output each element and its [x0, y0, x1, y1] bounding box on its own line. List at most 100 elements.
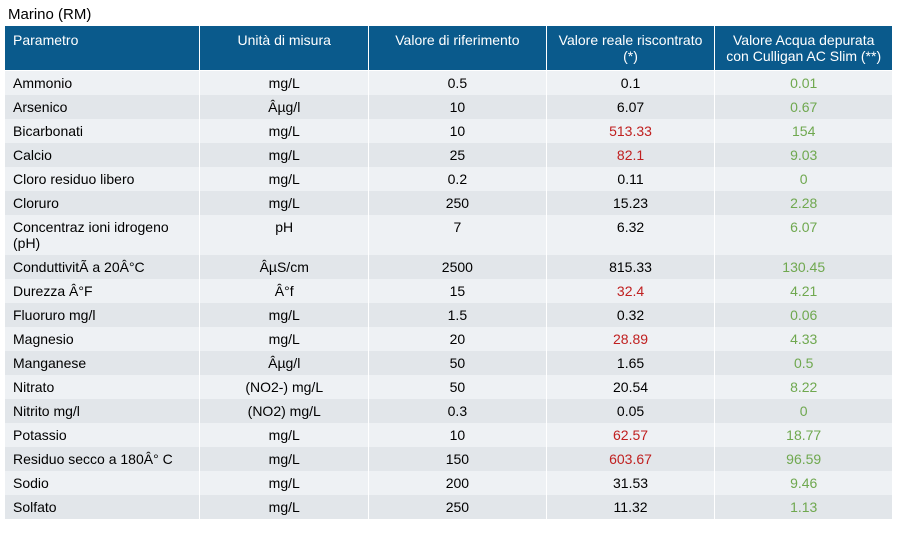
cell-riferimento: 0.5	[369, 71, 547, 96]
cell-parametro: Nitrato	[5, 375, 200, 399]
cell-reale: 6.07	[546, 95, 715, 119]
cell-slim: 0.67	[715, 95, 893, 119]
cell-slim: 154	[715, 119, 893, 143]
cell-parametro: Fluoruro mg/l	[5, 303, 200, 327]
cell-unita: mg/L	[200, 327, 369, 351]
table-row: Bicarbonatimg/L10513.33154	[5, 119, 893, 143]
cell-parametro: Manganese	[5, 351, 200, 375]
table-row: Solfatomg/L25011.321.13	[5, 495, 893, 519]
cell-slim: 0.01	[715, 71, 893, 96]
cell-reale: 513.33	[546, 119, 715, 143]
cell-parametro: Cloro residuo libero	[5, 167, 200, 191]
cell-reale: 0.32	[546, 303, 715, 327]
table-row: Durezza Â°FÂ°f1532.44.21	[5, 279, 893, 303]
page-title: Marino (RM)	[4, 4, 893, 25]
table-row: Cloro residuo liberomg/L0.20.110	[5, 167, 893, 191]
cell-slim: 6.07	[715, 215, 893, 255]
cell-reale: 0.1	[546, 71, 715, 96]
cell-riferimento: 15	[369, 279, 547, 303]
cell-reale: 815.33	[546, 255, 715, 279]
cell-unita: pH	[200, 215, 369, 255]
col-header-riferimento: Valore di riferimento	[369, 26, 547, 71]
cell-riferimento: 0.2	[369, 167, 547, 191]
cell-slim: 0	[715, 399, 893, 423]
cell-riferimento: 200	[369, 471, 547, 495]
cell-parametro: Arsenico	[5, 95, 200, 119]
cell-slim: 9.03	[715, 143, 893, 167]
cell-unita: mg/L	[200, 71, 369, 96]
cell-unita: mg/L	[200, 191, 369, 215]
cell-parametro: Nitrito mg/l	[5, 399, 200, 423]
cell-parametro: Potassio	[5, 423, 200, 447]
table-row: Calciomg/L2582.19.03	[5, 143, 893, 167]
col-header-reale: Valore reale riscontrato (*)	[546, 26, 715, 71]
cell-unita: mg/L	[200, 447, 369, 471]
cell-reale: 28.89	[546, 327, 715, 351]
cell-unita: mg/L	[200, 143, 369, 167]
cell-riferimento: 50	[369, 375, 547, 399]
table-row: Concentraz ioni idrogeno (pH)pH76.326.07	[5, 215, 893, 255]
table-row: Residuo secco a 180Â° Cmg/L150603.6796.5…	[5, 447, 893, 471]
cell-riferimento: 10	[369, 423, 547, 447]
cell-riferimento: 25	[369, 143, 547, 167]
cell-slim: 0	[715, 167, 893, 191]
cell-parametro: Bicarbonati	[5, 119, 200, 143]
cell-reale: 603.67	[546, 447, 715, 471]
cell-unita: Âµg/l	[200, 95, 369, 119]
cell-slim: 8.22	[715, 375, 893, 399]
cell-parametro: Cloruro	[5, 191, 200, 215]
cell-riferimento: 2500	[369, 255, 547, 279]
cell-reale: 1.65	[546, 351, 715, 375]
cell-reale: 31.53	[546, 471, 715, 495]
table-row: ManganeseÂµg/l501.650.5	[5, 351, 893, 375]
cell-parametro: Ammonio	[5, 71, 200, 96]
cell-parametro: Solfato	[5, 495, 200, 519]
cell-slim: 130.45	[715, 255, 893, 279]
cell-reale: 62.57	[546, 423, 715, 447]
cell-reale: 11.32	[546, 495, 715, 519]
cell-unita: Âµg/l	[200, 351, 369, 375]
cell-reale: 15.23	[546, 191, 715, 215]
cell-slim: 96.59	[715, 447, 893, 471]
table-row: Cloruromg/L25015.232.28	[5, 191, 893, 215]
cell-reale: 0.11	[546, 167, 715, 191]
cell-parametro: Sodio	[5, 471, 200, 495]
cell-parametro: Residuo secco a 180Â° C	[5, 447, 200, 471]
cell-parametro: ConduttivitÃ a 20Â°C	[5, 255, 200, 279]
table-row: Nitrito mg/l(NO2) mg/L0.30.050	[5, 399, 893, 423]
cell-slim: 18.77	[715, 423, 893, 447]
table-header-row: Parametro Unità di misura Valore di rife…	[5, 26, 893, 71]
cell-parametro: Calcio	[5, 143, 200, 167]
cell-riferimento: 1.5	[369, 303, 547, 327]
cell-parametro: Magnesio	[5, 327, 200, 351]
cell-unita: (NO2-) mg/L	[200, 375, 369, 399]
cell-reale: 20.54	[546, 375, 715, 399]
cell-unita: mg/L	[200, 303, 369, 327]
table-body: Ammoniomg/L0.50.10.01ArsenicoÂµg/l106.07…	[5, 71, 893, 520]
cell-slim: 0.06	[715, 303, 893, 327]
cell-unita: mg/L	[200, 119, 369, 143]
cell-reale: 32.4	[546, 279, 715, 303]
cell-slim: 4.33	[715, 327, 893, 351]
cell-unita: ÂµS/cm	[200, 255, 369, 279]
cell-riferimento: 250	[369, 495, 547, 519]
cell-unita: mg/L	[200, 471, 369, 495]
cell-parametro: Durezza Â°F	[5, 279, 200, 303]
cell-riferimento: 250	[369, 191, 547, 215]
table-row: Nitrato(NO2-) mg/L5020.548.22	[5, 375, 893, 399]
cell-reale: 6.32	[546, 215, 715, 255]
col-header-parametro: Parametro	[5, 26, 200, 71]
cell-slim: 0.5	[715, 351, 893, 375]
cell-riferimento: 7	[369, 215, 547, 255]
cell-riferimento: 50	[369, 351, 547, 375]
table-row: ConduttivitÃ a 20Â°CÂµS/cm2500815.33130.…	[5, 255, 893, 279]
cell-riferimento: 10	[369, 119, 547, 143]
cell-parametro: Concentraz ioni idrogeno (pH)	[5, 215, 200, 255]
cell-reale: 82.1	[546, 143, 715, 167]
table-row: ArsenicoÂµg/l106.070.67	[5, 95, 893, 119]
cell-slim: 1.13	[715, 495, 893, 519]
cell-unita: mg/L	[200, 423, 369, 447]
cell-slim: 2.28	[715, 191, 893, 215]
cell-riferimento: 20	[369, 327, 547, 351]
cell-slim: 9.46	[715, 471, 893, 495]
